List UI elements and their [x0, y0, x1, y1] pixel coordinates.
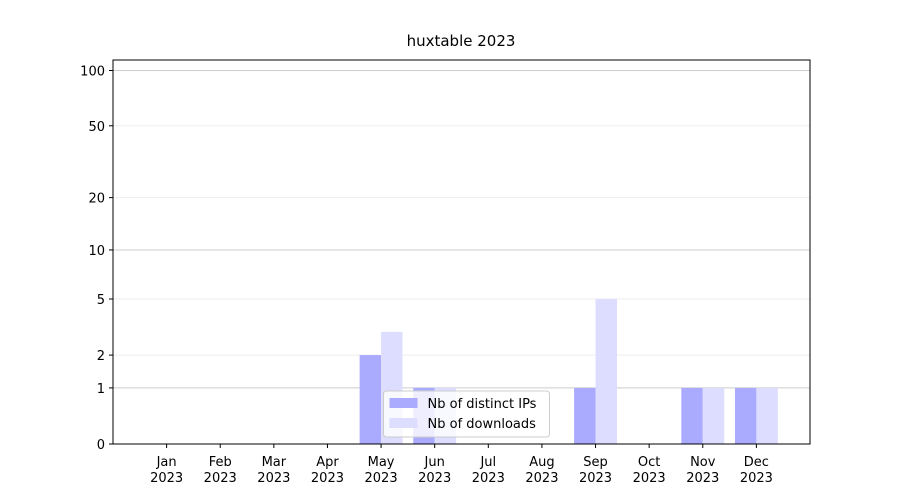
x-tick-year: 2023	[472, 471, 505, 486]
legend-swatch	[389, 398, 418, 408]
x-tick-year: 2023	[686, 471, 719, 486]
x-tick-year: 2023	[633, 471, 666, 486]
x-tick-month: Dec	[744, 455, 769, 470]
x-tick-label: Nov 2023	[686, 455, 719, 486]
y-tick-label: 5	[97, 293, 105, 308]
x-tick-month: Oct	[638, 455, 660, 470]
x-tick-label: Feb 2023	[204, 455, 237, 486]
y-tick-label: 20	[88, 192, 105, 207]
x-tick-year: 2023	[525, 471, 558, 486]
x-tick-year: 2023	[204, 471, 237, 486]
x-tick-label: Mar 2023	[257, 455, 290, 486]
x-tick-year: 2023	[311, 471, 344, 486]
y-tick-label: 10	[88, 244, 105, 259]
x-tick-month: May	[368, 455, 395, 470]
chart-title: huxtable 2023	[407, 32, 516, 50]
x-tick-year: 2023	[150, 471, 183, 486]
bar	[681, 387, 703, 444]
x-tick-year: 2023	[257, 471, 290, 486]
bar	[702, 387, 725, 444]
y-tick-label: 100	[80, 65, 105, 80]
x-tick-label: Aug 2023	[525, 455, 558, 486]
x-tick-label: Jun 2023	[418, 455, 451, 486]
x-tick-label: Apr 2023	[311, 455, 344, 486]
x-tick-label: Jul 2023	[472, 455, 505, 486]
y-tick-label: 0	[97, 438, 105, 453]
legend-label: Nb of downloads	[428, 417, 537, 432]
bar	[359, 355, 382, 444]
bar	[734, 387, 757, 444]
x-tick-label: Oct 2023	[633, 455, 666, 486]
x-tick-label: Dec 2023	[740, 455, 773, 486]
x-tick-year: 2023	[579, 471, 612, 486]
x-tick-month: Mar	[262, 455, 287, 470]
x-tick-year: 2023	[740, 471, 773, 486]
x-tick-year: 2023	[365, 471, 398, 486]
x-tick-label: May 2023	[365, 455, 398, 486]
x-tick-month: Apr	[316, 455, 339, 470]
legend-box	[383, 390, 550, 438]
bar	[756, 387, 778, 444]
y-tick-label: 50	[88, 120, 105, 135]
bar	[574, 387, 596, 444]
x-tick-month: Jan	[156, 455, 177, 470]
x-tick-label: Jan 2023	[150, 455, 183, 486]
x-tick-month: Sep	[583, 455, 608, 470]
y-tick-label: 2	[97, 349, 105, 364]
x-tick-month: Nov	[690, 455, 716, 470]
legend-label: Nb of distinct IPs	[428, 397, 537, 412]
plot-frame	[112, 59, 811, 445]
x-tick-month: Jul	[479, 455, 496, 470]
x-tick-month: Jun	[424, 455, 445, 470]
x-tick-year: 2023	[418, 471, 451, 486]
x-tick-month: Aug	[529, 455, 554, 470]
bar	[595, 298, 617, 444]
legend-swatch	[389, 418, 418, 428]
x-tick-month: Feb	[209, 455, 232, 470]
y-tick-label: 1	[97, 382, 105, 397]
x-tick-label: Sep 2023	[579, 455, 612, 486]
